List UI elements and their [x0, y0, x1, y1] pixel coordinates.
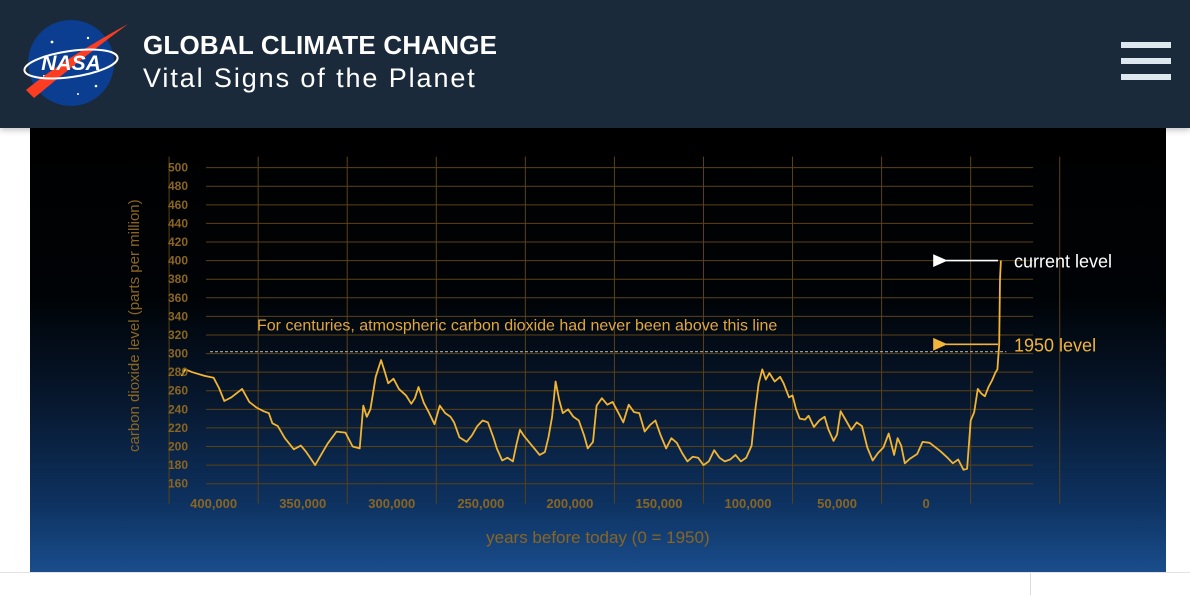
x-tick-label: 300,000	[368, 496, 415, 511]
y-tick-label: 500	[168, 161, 188, 175]
logo-vector-swoosh	[26, 24, 128, 98]
x-tick-label: 100,000	[725, 496, 772, 511]
annotation-label-current: current level	[1014, 252, 1112, 272]
y-tick-label: 260	[168, 384, 188, 398]
x-tick-label: 200,000	[546, 496, 593, 511]
x-tick-label: 250,000	[457, 496, 504, 511]
y-tick-label: 180	[168, 458, 188, 472]
x-tick-label: 400,000	[190, 496, 237, 511]
x-tick-label: 50,000	[817, 496, 857, 511]
y-tick-label: 420	[168, 235, 188, 249]
y-tick-label: 340	[168, 309, 188, 323]
y-tick-label: 160	[168, 477, 188, 491]
y-tick-label: 220	[168, 421, 188, 435]
x-tick-label: 0	[923, 496, 930, 511]
menu-icon-bar	[1121, 42, 1171, 48]
y-tick-label: 480	[168, 179, 188, 193]
footer-column-divider	[1030, 573, 1031, 595]
x-tick-label: 150,000	[635, 496, 682, 511]
y-tick-label: 380	[168, 272, 188, 286]
co2-chart: For centuries, atmospheric carbon dioxid…	[126, 156, 1112, 547]
y-tick-label: 300	[168, 347, 188, 361]
y-tick-label: 320	[168, 328, 188, 342]
hamburger-menu-button[interactable]	[1118, 38, 1174, 84]
site-title[interactable]: GLOBAL CLIMATE CHANGE	[143, 30, 498, 60]
site-subtitle: Vital Signs of the Planet	[143, 63, 477, 93]
y-tick-label: 240	[168, 402, 188, 416]
co2-series-line	[180, 260, 1002, 471]
y-tick-label: 400	[168, 254, 188, 268]
nasa-logo[interactable]: NASA	[22, 20, 132, 106]
reference-line-group: For centuries, atmospheric carbon dioxid…	[210, 318, 1007, 353]
site-header: NASA GLOBAL CLIMATE CHANGE Vital Signs o…	[0, 0, 1190, 128]
footer-divider-line	[0, 572, 1190, 573]
x-axis-ticks: 400,000 350,000 300,000 250,000 200,000 150,0…	[190, 496, 930, 511]
chart-grid	[168, 156, 1061, 504]
reference-line-label: For centuries, atmospheric carbon dioxid…	[257, 318, 777, 335]
menu-icon-bar	[1121, 58, 1171, 64]
chart-annotations: current level 1950 level	[933, 252, 1112, 355]
annotation-label-1950: 1950 level	[1014, 335, 1096, 355]
y-tick-label: 280	[168, 365, 188, 379]
x-axis-title: years before today (0 = 1950)	[486, 528, 710, 547]
y-axis-title: carbon dioxide level (parts per million)	[126, 199, 143, 452]
y-tick-label: 460	[168, 198, 188, 212]
y-tick-label: 360	[168, 291, 188, 305]
logo-wordmark: NASA	[41, 52, 101, 75]
y-tick-label: 440	[168, 216, 188, 230]
y-tick-label: 200	[168, 440, 188, 454]
menu-icon-bar	[1121, 74, 1171, 80]
x-tick-label: 350,000	[279, 496, 326, 511]
y-axis-ticks: 160 180 200 220 240 260 280 300 320 340 360 380 400 4…	[168, 161, 188, 491]
co2-chart-panel: For centuries, atmospheric carbon dioxid…	[30, 128, 1166, 572]
